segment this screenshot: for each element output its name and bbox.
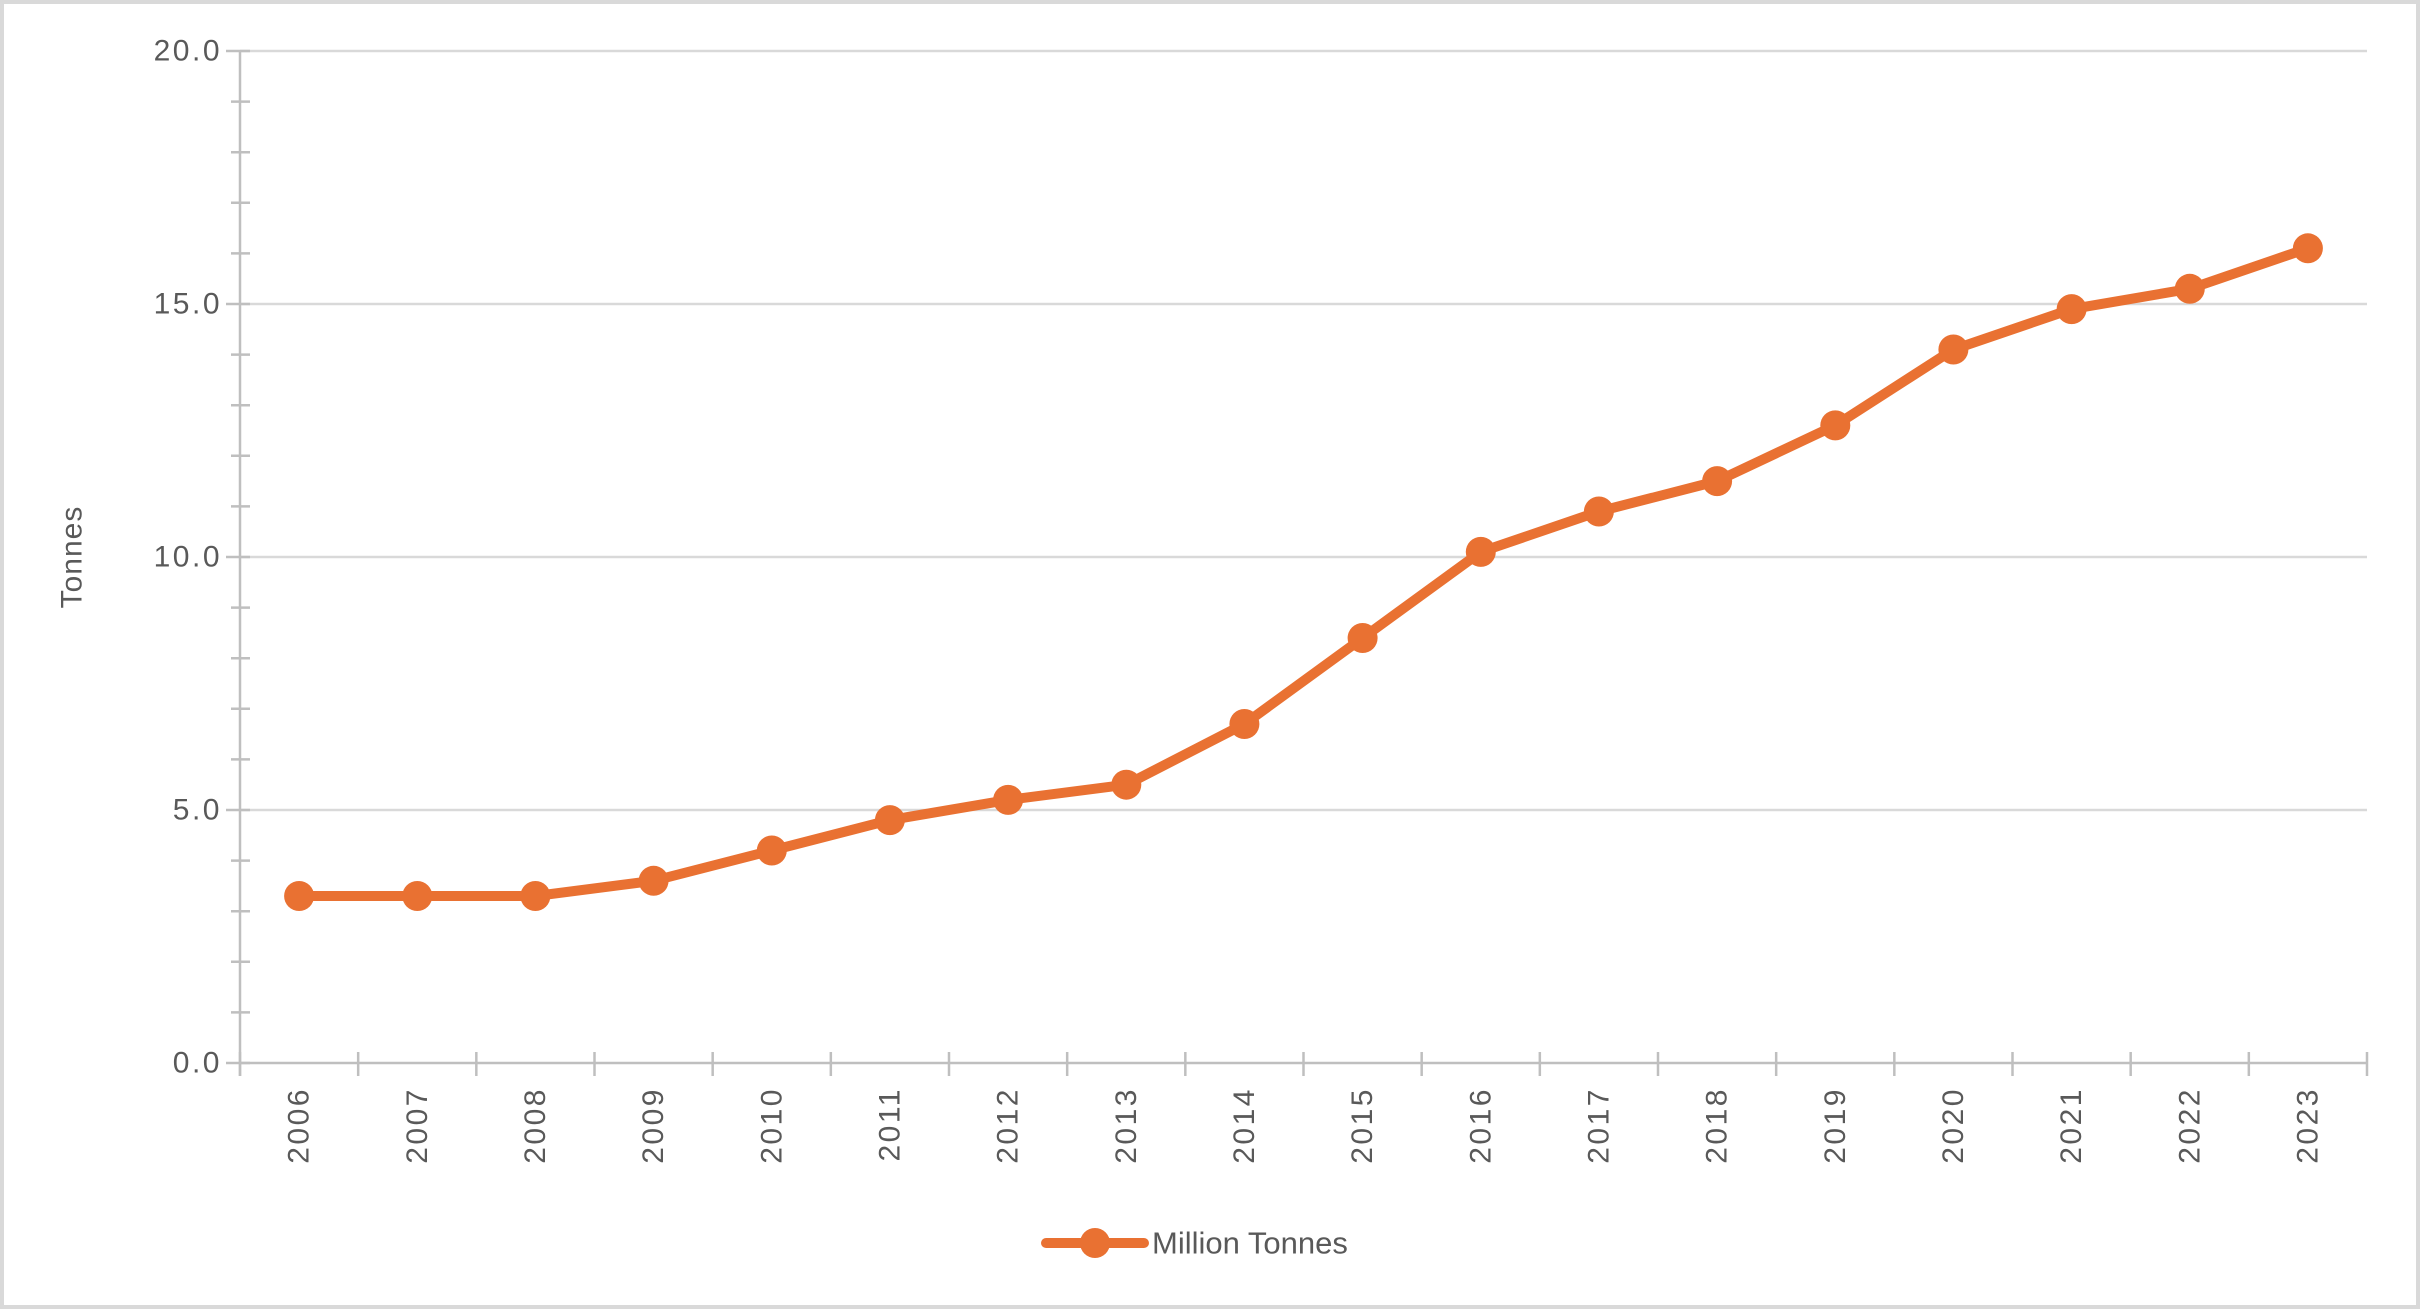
data-point-marker-2009 <box>638 865 669 896</box>
data-point-marker-2006 <box>284 881 315 911</box>
x-tick-label-2006: 2006 <box>283 1087 316 1164</box>
data-point-marker-2019 <box>1820 410 1851 441</box>
x-tick-label-2007: 2007 <box>401 1087 434 1164</box>
y-axis-title: Tonnes <box>56 506 89 609</box>
x-tick-label-2011: 2011 <box>873 1087 906 1162</box>
data-point-marker-2023 <box>2292 233 2323 264</box>
data-point-marker-2011 <box>874 805 905 836</box>
series-line-million-tonnes <box>294 243 2313 901</box>
y-tick-label-10.0: 10.0 <box>154 541 222 574</box>
x-tick-label-2013: 2013 <box>1110 1087 1143 1164</box>
x-tick-label-2018: 2018 <box>1701 1087 1734 1164</box>
x-tick-label-2021: 2021 <box>2055 1087 2088 1164</box>
x-tick-label-2022: 2022 <box>2173 1087 2206 1164</box>
data-point-marker-2008 <box>520 881 551 911</box>
data-point-marker-2014 <box>1229 709 1260 739</box>
data-point-marker-2018 <box>1702 466 1733 497</box>
x-tick-label-2017: 2017 <box>1582 1087 1615 1164</box>
x-tick-label-2015: 2015 <box>1346 1087 1379 1164</box>
data-point-marker-2017 <box>1583 496 1614 527</box>
x-axis-tick-labels: 2006 2007 2008 2009 2010 2011 2012 2013 2014 2015… <box>283 1087 2325 1164</box>
data-point-marker-2012 <box>993 784 1024 815</box>
x-tick-label-2012: 2012 <box>992 1087 1025 1164</box>
gridlines-layer <box>240 49 2367 812</box>
data-point-marker-2007 <box>402 881 433 911</box>
x-tick-label-2014: 2014 <box>1228 1087 1261 1164</box>
y-tick-label-0.0: 0.0 <box>173 1047 222 1080</box>
data-point-marker-2021 <box>2056 294 2087 325</box>
y-tick-label-5.0: 5.0 <box>173 794 222 827</box>
x-tick-label-2016: 2016 <box>1464 1087 1497 1164</box>
legend: Million Tonnes <box>1041 1226 1348 1261</box>
y-axis-tick-labels: 0.0 5.0 10.0 15.0 20.0 <box>154 35 222 1080</box>
data-point-marker-2015 <box>1347 623 1378 653</box>
legend-label: Million Tonnes <box>1152 1226 1348 1261</box>
x-tick-label-2023: 2023 <box>2291 1087 2324 1164</box>
data-series-layer <box>284 233 2323 911</box>
data-point-marker-2022 <box>2174 273 2205 304</box>
x-tick-label-2009: 2009 <box>637 1087 670 1164</box>
data-point-marker-2016 <box>1465 536 1496 567</box>
x-tick-label-2019: 2019 <box>1819 1087 1852 1164</box>
y-tick-label-15.0: 15.0 <box>154 288 222 321</box>
x-tick-label-2008: 2008 <box>519 1087 552 1164</box>
legend-marker-icon <box>1080 1228 1110 1258</box>
y-tick-label-20.0: 20.0 <box>154 35 222 68</box>
axes-layer <box>226 49 2369 1076</box>
x-tick-label-2020: 2020 <box>1937 1087 1970 1164</box>
x-tick-label-2010: 2010 <box>755 1087 788 1164</box>
data-point-marker-2013 <box>1111 769 1142 800</box>
data-point-marker-2020 <box>1938 334 1969 365</box>
data-point-marker-2010 <box>756 835 787 866</box>
